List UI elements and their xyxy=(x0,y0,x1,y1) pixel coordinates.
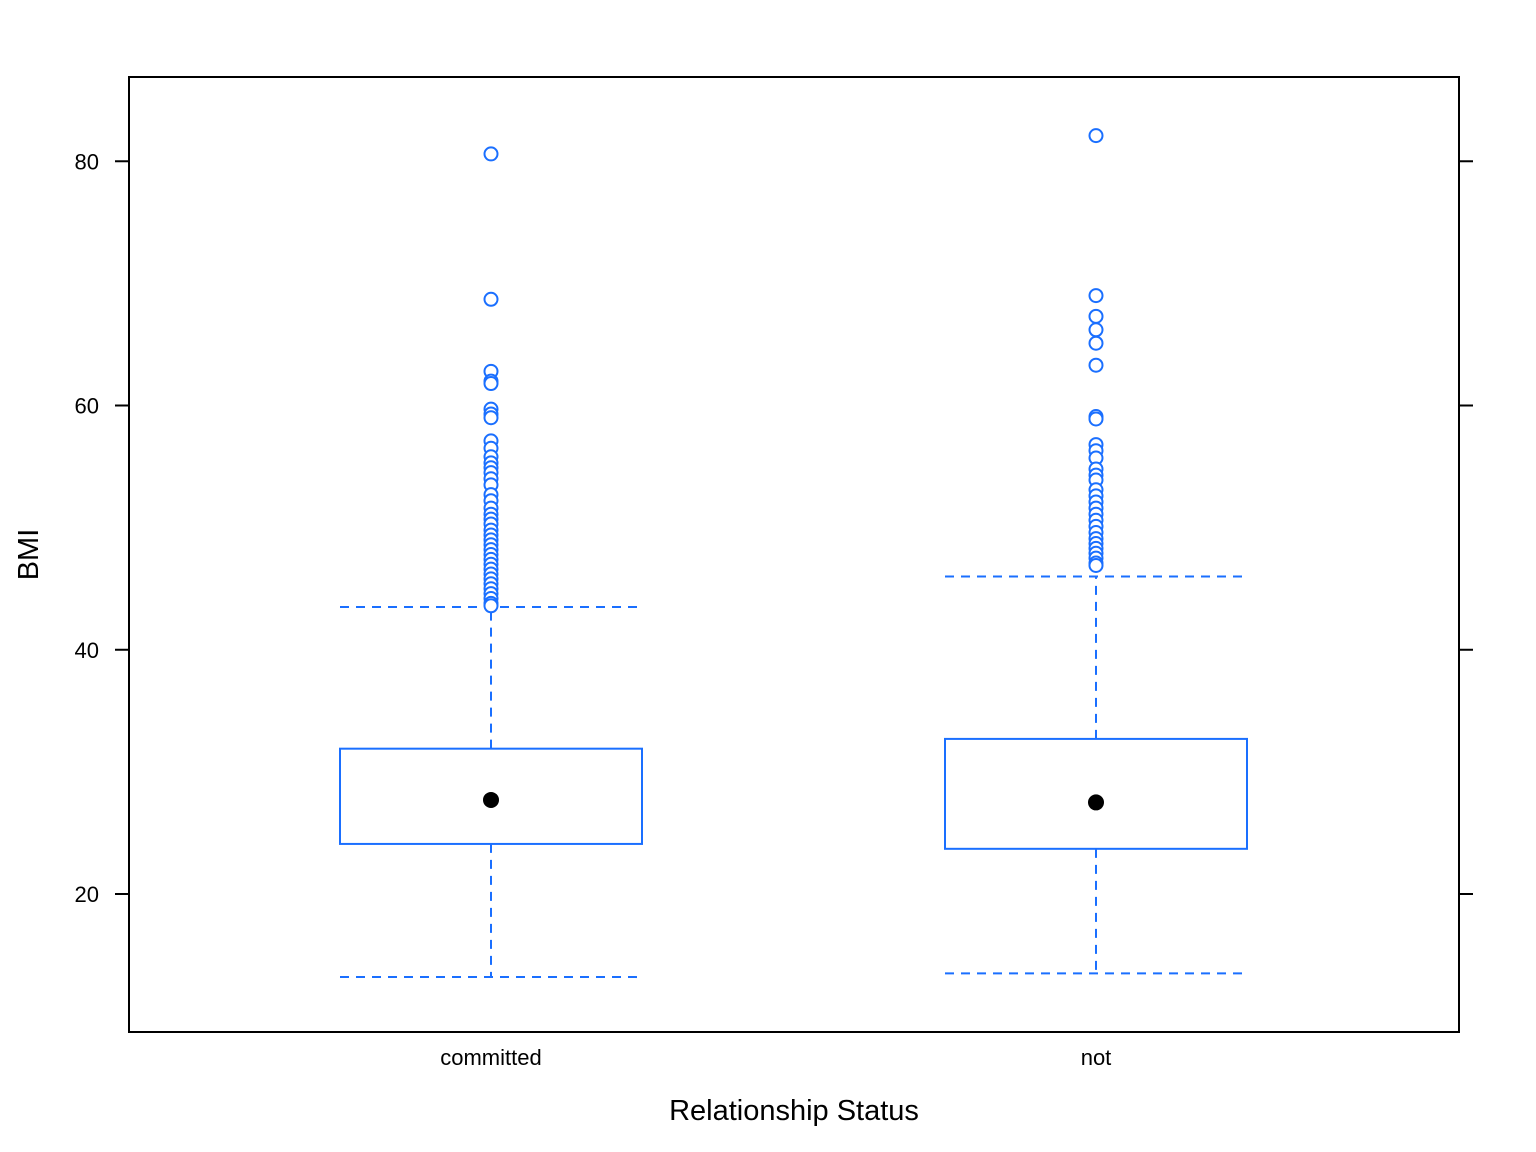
iqr-box xyxy=(944,737,1248,850)
x-axis: committed not xyxy=(440,1045,1111,1070)
outlier-point xyxy=(483,410,499,426)
median-dot xyxy=(1088,794,1104,811)
y-axis-title: BMI xyxy=(13,529,45,581)
y-tick-label: 40 xyxy=(75,638,99,663)
y-tick-label: 80 xyxy=(75,149,99,174)
box-group-not xyxy=(944,128,1248,975)
plot-area xyxy=(339,128,1248,979)
outlier-point xyxy=(483,291,499,307)
outlier-point xyxy=(1088,557,1104,573)
outlier-point xyxy=(1088,288,1104,304)
y-axis: 20 40 60 80 xyxy=(75,149,1473,907)
iqr-box xyxy=(339,747,643,845)
x-tick-label: committed xyxy=(440,1045,541,1070)
x-axis-title: Relationship Status xyxy=(669,1095,919,1127)
outlier-point xyxy=(483,376,499,392)
median-dot xyxy=(483,791,499,808)
plot-frame xyxy=(128,76,1460,1033)
outlier-point xyxy=(1088,128,1104,144)
outlier-point xyxy=(1088,357,1104,373)
outlier-point xyxy=(483,146,499,162)
x-tick-label: not xyxy=(1081,1045,1112,1070)
box-group-committed xyxy=(339,146,643,979)
outlier-point xyxy=(1088,322,1104,338)
y-tick-label: 20 xyxy=(75,882,99,907)
outlier-point xyxy=(1088,308,1104,324)
y-tick-label: 60 xyxy=(75,394,99,419)
outlier-point xyxy=(1088,335,1104,351)
outlier-point xyxy=(1088,411,1104,427)
outlier-point xyxy=(483,598,499,614)
